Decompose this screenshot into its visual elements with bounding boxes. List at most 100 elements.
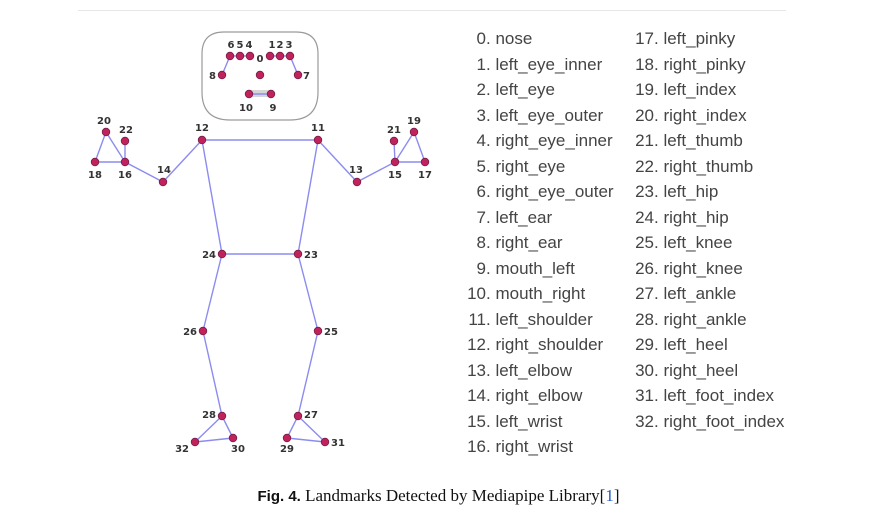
connection-line-14-16	[124, 161, 164, 183]
landmark-index: 23	[635, 182, 654, 201]
landmark-index: 24	[635, 207, 654, 227]
landmark-list-item: 22. right_thumb	[612, 154, 784, 180]
landmark-index: 1	[476, 54, 486, 74]
landmark-point-right-ankle	[217, 411, 227, 421]
landmark-list-item: 10. mouth_right	[452, 281, 614, 307]
landmark-index: 10	[467, 284, 486, 303]
landmark-point-right-eye	[235, 51, 245, 61]
connection-line-29-31	[286, 437, 326, 443]
landmark-point-label: 25	[324, 327, 338, 338]
landmark-name: right_heel	[663, 360, 739, 380]
landmark-name: left_heel	[663, 335, 728, 354]
landmark-name: right_elbow	[495, 386, 583, 405]
connection-line-12-24	[201, 139, 223, 255]
landmark-point-right-pinky	[90, 157, 100, 167]
connection-line-25-27	[297, 330, 319, 417]
landmark-name: left_thumb	[663, 131, 743, 150]
landmark-point-label: 7	[303, 71, 310, 82]
landmark-index: 21	[635, 131, 654, 150]
landmark-list-item: 27. left_ankle	[612, 281, 784, 307]
landmark-point-label: 29	[280, 444, 294, 455]
landmark-point-left-eye-inner	[265, 51, 275, 61]
landmark-name: right_pinky	[663, 54, 746, 74]
connection-line-28-32	[194, 415, 223, 443]
connection-line-11-13	[317, 139, 358, 183]
landmark-point-nose	[255, 70, 265, 80]
landmark-point-label: 13	[349, 165, 363, 176]
landmark-list-item: 23. left_hip	[612, 179, 784, 205]
landmark-point-label: 11	[311, 123, 325, 134]
landmark-index: 20	[635, 105, 654, 125]
landmark-point-right-eye-outer	[225, 51, 235, 61]
landmark-name: right_hip	[663, 207, 729, 227]
landmark-name: left_wrist	[495, 411, 563, 431]
landmark-point-label: 26	[183, 327, 197, 338]
landmark-point-left-wrist	[390, 157, 400, 167]
landmark-point-left-knee	[313, 326, 323, 336]
connection-line-23-25	[297, 253, 319, 332]
landmark-point-right-hip	[217, 249, 227, 259]
landmark-point-label: 6	[228, 40, 235, 51]
landmark-index: 13	[467, 360, 486, 380]
landmark-list-item: 28. right_ankle	[612, 307, 784, 333]
connection-line-30-32	[194, 437, 234, 443]
landmark-list-item: 7. left_ear	[452, 205, 614, 231]
landmark-name: nose	[495, 29, 533, 48]
landmark-name: right_eye_outer	[495, 182, 614, 201]
landmark-point-label: 20	[97, 116, 111, 127]
landmark-point-left-ankle	[293, 411, 303, 421]
landmark-point-left-shoulder	[313, 135, 323, 145]
citation-link[interactable]: 1	[605, 486, 614, 505]
landmark-list-item: 29. left_heel	[612, 332, 784, 358]
landmark-name: left_eye_inner	[495, 54, 603, 74]
landmark-name: left_shoulder	[495, 309, 593, 329]
landmark-list-item: 15. left_wrist	[452, 409, 614, 435]
landmark-list-item: 4. right_eye_inner	[452, 128, 614, 154]
caption-citation: [1]	[599, 486, 620, 505]
landmark-index: 6	[476, 182, 486, 201]
landmark-name: left_ear	[495, 207, 553, 227]
landmark-list-item: 0. nose	[452, 26, 614, 52]
landmark-point-mouth-right	[244, 89, 254, 99]
landmark-index: 4	[476, 131, 486, 150]
landmark-list-item: 32. right_foot_index	[612, 409, 784, 435]
top-divider	[78, 10, 786, 11]
landmark-points-layer	[90, 51, 430, 447]
landmark-name: left_pinky	[663, 29, 736, 48]
landmark-point-right-thumb	[120, 136, 130, 146]
landmark-point-right-ear	[217, 70, 227, 80]
landmark-point-label: 12	[195, 123, 209, 134]
landmark-point-right-index	[101, 127, 111, 137]
landmark-index: 19	[635, 80, 654, 99]
landmark-point-label: 16	[118, 170, 132, 181]
connection-line-13-15	[356, 161, 396, 183]
landmark-name: mouth_left	[495, 258, 575, 278]
landmark-index: 11	[468, 309, 486, 329]
landmark-name: right_wrist	[495, 437, 573, 456]
landmark-name: right_ankle	[663, 309, 747, 329]
landmark-point-label: 24	[202, 250, 216, 261]
landmark-list-left-column: 0. nose 1. left_eye_inner 2. left_eye 3. le…	[452, 26, 614, 460]
landmark-point-left-foot-index	[320, 437, 330, 447]
landmark-index: 0	[476, 29, 486, 48]
landmark-point-label: 22	[119, 125, 133, 136]
landmark-list-item: 1. left_eye_inner	[452, 52, 614, 78]
connection-line-11-23	[297, 139, 319, 255]
landmark-point-label: 8	[209, 71, 216, 82]
landmark-list-item: 18. right_pinky	[612, 52, 784, 78]
landmark-index: 9	[476, 258, 486, 278]
landmark-point-label: 30	[231, 444, 245, 455]
landmark-name: right_thumb	[663, 156, 754, 176]
landmark-index: 7	[476, 207, 486, 227]
landmark-index: 12	[467, 335, 486, 354]
caption-label: Fig. 4.	[257, 488, 301, 505]
landmark-point-label: 1	[269, 40, 276, 51]
landmark-index: 32	[635, 411, 654, 431]
connection-line-24-26	[202, 253, 223, 332]
landmark-point-label: 9	[270, 103, 277, 114]
figure-caption: Fig. 4. Landmarks Detected by Mediapipe …	[0, 486, 877, 506]
landmark-name: left_knee	[663, 233, 733, 252]
landmark-list-item: 20. right_index	[612, 103, 784, 129]
landmark-index: 2	[476, 80, 486, 99]
